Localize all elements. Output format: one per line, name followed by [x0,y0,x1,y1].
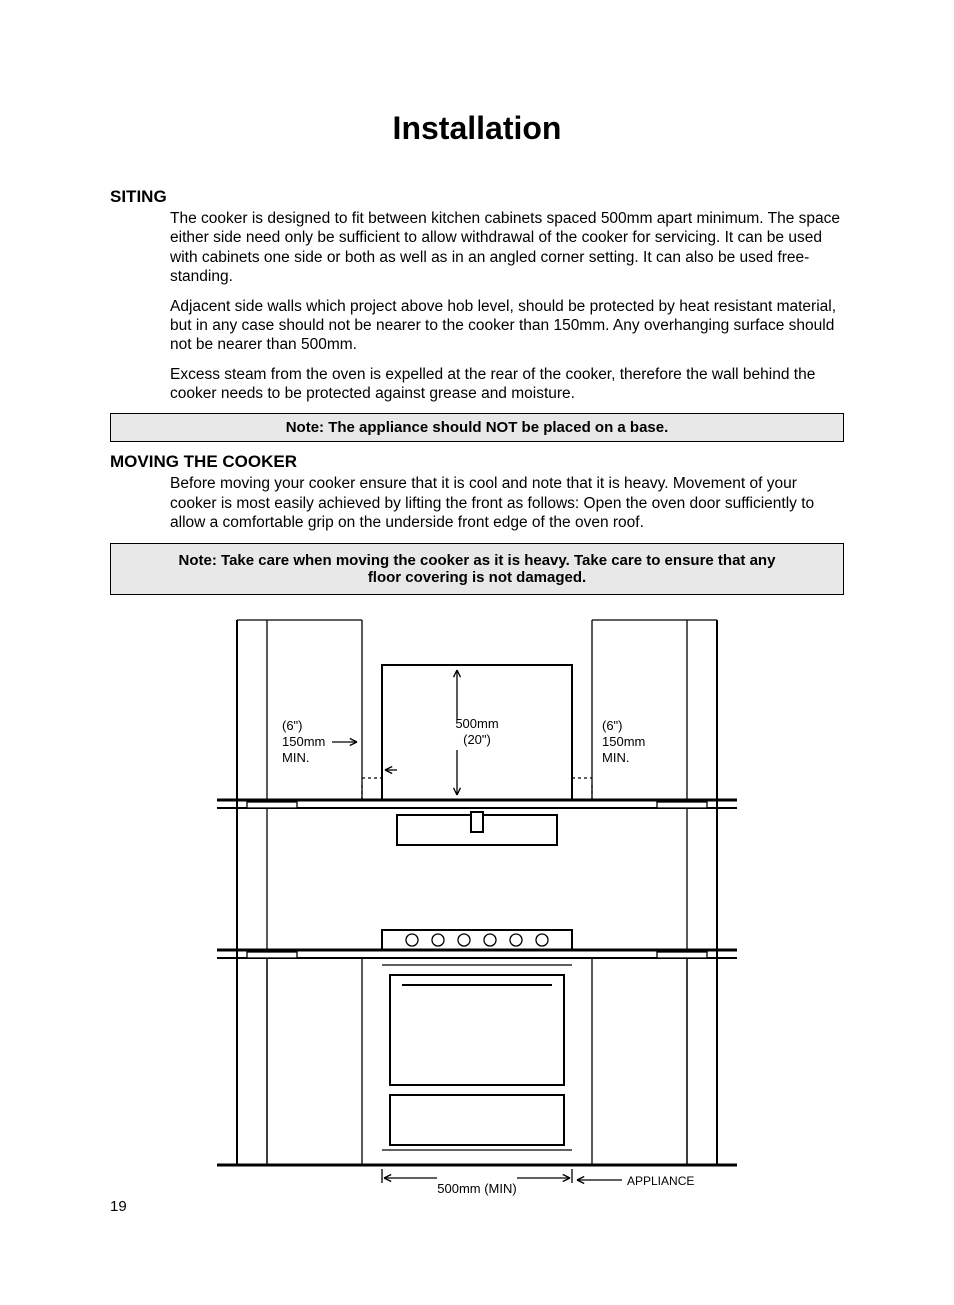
svg-text:MIN.: MIN. [602,750,629,765]
siting-p1: The cooker is designed to fit between ki… [170,209,844,287]
svg-text:APPLIANCE: APPLIANCE [627,1174,694,1188]
svg-text:(6"): (6") [282,718,303,733]
note-box-2: Note: Take care when moving the cooker a… [110,543,844,595]
svg-text:(20"): (20") [463,732,491,747]
siting-p2: Adjacent side walls which project above … [170,297,844,355]
svg-text:150mm: 150mm [602,734,645,749]
page-number: 19 [110,1198,127,1215]
svg-text:MIN.: MIN. [282,750,309,765]
moving-heading: MOVING THE COOKER [110,452,844,472]
svg-text:500mm (MIN): 500mm (MIN) [437,1181,516,1196]
page-title: Installation [110,110,844,147]
siting-heading: SITING [110,187,844,207]
siting-p3: Excess steam from the oven is expelled a… [170,365,844,404]
moving-p1: Before moving your cooker ensure that it… [170,474,844,532]
svg-text:150mm: 150mm [282,734,325,749]
svg-text:500mm: 500mm [455,716,498,731]
svg-text:(6"): (6") [602,718,623,733]
note-box-1: Note: The appliance should NOT be placed… [110,413,844,442]
installation-diagram: 500mm(20")(6")150mmMIN.(6")150mmMIN.500m… [110,610,844,1210]
